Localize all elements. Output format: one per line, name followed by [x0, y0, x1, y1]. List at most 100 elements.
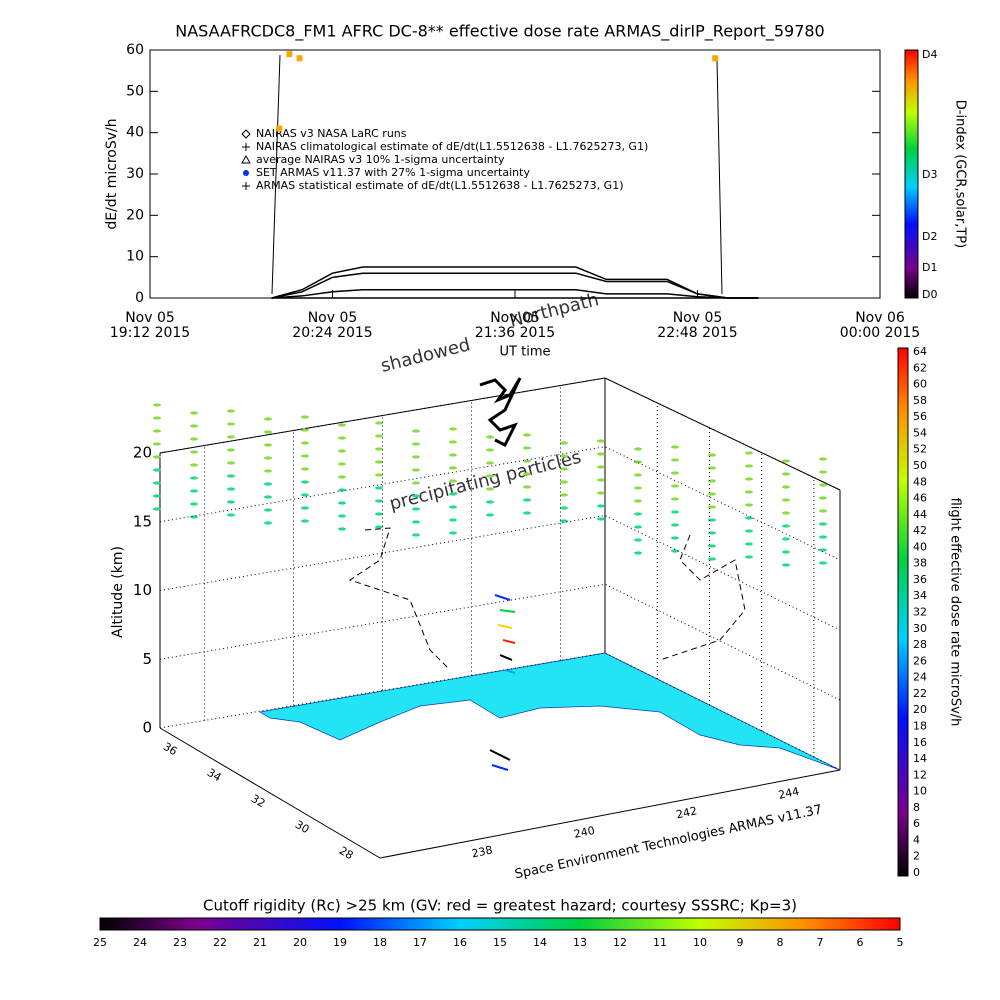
particle-marker: [671, 445, 679, 449]
flight-path: [479, 377, 522, 448]
particle-marker: [819, 535, 827, 539]
particle-marker: [190, 450, 198, 454]
particle-marker: [597, 504, 605, 508]
colorbar-tick-label: 42: [913, 524, 927, 537]
z-grid-line: [159, 514, 841, 631]
credit: Space Environment Technologies ARMAS v11…: [513, 802, 823, 882]
rigidity-tick-label: 12: [613, 936, 627, 949]
particle-marker: [190, 437, 198, 441]
colorbar-tick-label: 8: [913, 801, 920, 814]
particle-marker: [449, 466, 457, 470]
particle-marker: [375, 473, 383, 477]
particle-marker: [523, 459, 531, 463]
particle-marker: [412, 507, 420, 511]
particle-marker: [375, 460, 383, 464]
chart-title: NASAAFRCDC8_FM1 AFRC DC-8** effective do…: [175, 22, 824, 42]
particle-marker: [338, 423, 346, 427]
colorbar-tick-label: D3: [922, 168, 937, 181]
rigidity-tick-label: 6: [857, 936, 864, 949]
colorbar-tick-label: 50: [913, 459, 927, 472]
particle-marker: [486, 448, 494, 452]
rigidity-tick-label: 11: [653, 936, 667, 949]
d-index-colorbar: [904, 49, 919, 299]
colorbar-tick-label: 14: [913, 752, 927, 765]
particle-marker: [745, 529, 753, 533]
particle-marker: [745, 451, 753, 455]
particle-marker: [412, 468, 420, 472]
particle-marker: [486, 435, 494, 439]
x-tick-label: 00:00 2015: [840, 325, 920, 341]
particle-marker: [227, 448, 235, 452]
particle-marker: [560, 519, 568, 523]
colorbar-tick-label: 24: [913, 671, 927, 684]
x-tick-label: Nov 05: [308, 310, 358, 326]
ground-surface: [259, 652, 841, 771]
particle-marker: [560, 454, 568, 458]
ascent-line: [271, 54, 281, 295]
legend-marker: [241, 154, 251, 164]
lon-tick-label: 242: [675, 804, 698, 821]
colorbar-tick-label: 12: [913, 768, 927, 781]
particle-marker: [708, 492, 716, 496]
colorbar-tick-label: D2: [922, 230, 937, 243]
particle-marker: [523, 498, 531, 502]
colorbar-tick-label: 2: [913, 850, 920, 863]
rigidity-tick-label: 13: [573, 936, 587, 949]
particle-marker: [523, 433, 531, 437]
series-line: [271, 288, 759, 299]
particle-marker: [671, 536, 679, 540]
particle-marker: [745, 542, 753, 546]
particle-marker: [782, 563, 790, 567]
annotation: shadowed: [379, 334, 473, 377]
rigidity-tick-label: 16: [453, 936, 467, 949]
particle-marker: [338, 475, 346, 479]
series-point: [296, 55, 303, 62]
colorbar-tick-label: 6: [913, 817, 920, 830]
particle-marker: [264, 469, 272, 473]
z-grid-line: [159, 446, 841, 561]
lat-tick-label: 34: [205, 766, 224, 784]
particle-marker: [412, 442, 420, 446]
particle-marker: [227, 409, 235, 413]
particle-marker: [782, 537, 790, 541]
particle-marker: [634, 499, 642, 503]
particle-marker: [190, 424, 198, 428]
particle-marker: [153, 468, 161, 472]
y-tick-label: 0: [135, 290, 144, 306]
particle-marker: [449, 518, 457, 522]
legend-label: ARMAS statistical estimate of dE/dt(L1.5…: [256, 179, 623, 192]
particle-marker: [338, 527, 346, 531]
particle-marker: [597, 465, 605, 469]
colorbar-tick-label: 58: [913, 394, 927, 407]
lat-tick-label: 36: [161, 740, 180, 758]
particle-marker: [412, 520, 420, 524]
z-axis-label: Altitude (km): [110, 546, 126, 638]
y-tick-label: 20: [126, 207, 144, 223]
particle-marker: [301, 467, 309, 471]
particle-marker: [782, 498, 790, 502]
particle-marker: [486, 500, 494, 504]
particle-marker: [708, 531, 716, 535]
rigidity-tick-label: 25: [93, 936, 107, 949]
y-tick-label: 10: [126, 249, 144, 265]
rigidity-tick-label: 20: [293, 936, 307, 949]
rigidity-tick-label: 5: [897, 936, 904, 949]
particle-marker: [190, 489, 198, 493]
particle-marker: [634, 538, 642, 542]
y-axis-label: dE/dt microSv/h: [104, 118, 120, 229]
particle-marker: [634, 447, 642, 451]
colorbar-tick-label: 30: [913, 622, 927, 635]
particle-marker: [745, 516, 753, 520]
particle-marker: [375, 499, 383, 503]
series-point: [286, 51, 293, 58]
particle-marker: [819, 470, 827, 474]
particle-marker: [190, 476, 198, 480]
particle-marker: [782, 524, 790, 528]
x-tick-label: 21:36 2015: [475, 325, 555, 341]
particle-marker: [227, 513, 235, 517]
particle-marker: [301, 480, 309, 484]
colorbar-tick-label: 4: [913, 833, 920, 846]
colorbar-tick-label: 56: [913, 410, 927, 423]
particle-marker: [708, 544, 716, 548]
particle-marker: [449, 453, 457, 457]
